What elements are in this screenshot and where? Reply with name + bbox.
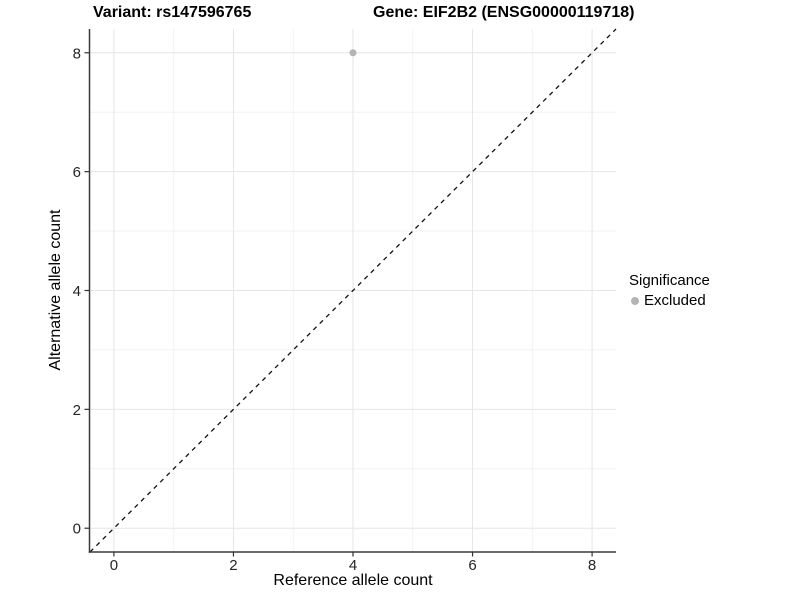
legend-point-icon xyxy=(631,296,639,305)
y-tick-label: 4 xyxy=(73,283,81,300)
identity-reference-line xyxy=(89,28,617,553)
plot-title-gene: Gene: EIF2B2 (ENSG00000119718) xyxy=(373,4,635,21)
y-tick-label: 2 xyxy=(73,402,81,419)
data-point xyxy=(349,49,357,57)
x-tick-label: 0 xyxy=(110,557,118,574)
x-tick-label: 6 xyxy=(468,557,476,574)
y-tick-label: 6 xyxy=(73,164,81,181)
x-tick-label: 2 xyxy=(229,557,237,574)
legend: Significance Excluded xyxy=(629,271,710,309)
legend-item-excluded: Excluded xyxy=(629,292,710,309)
y-tick-label: 0 xyxy=(73,521,81,538)
y-tick-label: 8 xyxy=(73,45,81,62)
x-tick-label: 4 xyxy=(349,557,357,574)
y-axis-title: Alternative allele count xyxy=(47,209,64,371)
x-axis-title: Reference allele count xyxy=(273,572,433,589)
legend-item-label: Excluded xyxy=(644,292,706,309)
legend-title: Significance xyxy=(629,272,710,289)
x-tick-label: 8 xyxy=(588,557,596,574)
plot-title-variant: Variant: rs147596765 xyxy=(93,4,252,21)
